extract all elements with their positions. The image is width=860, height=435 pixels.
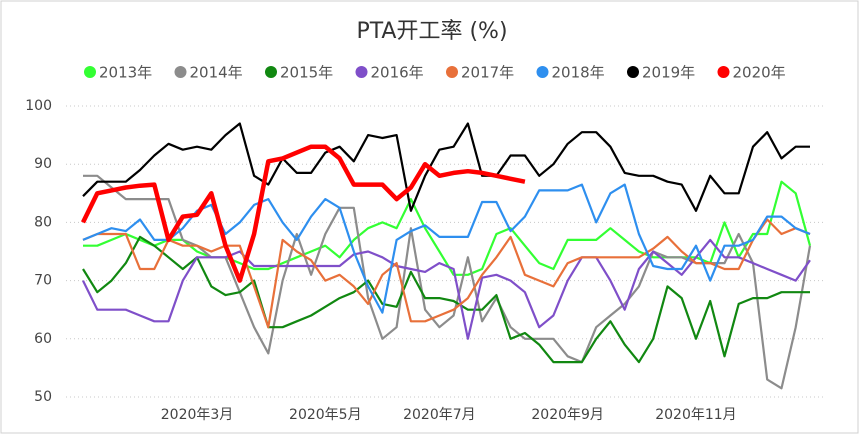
x-tick-label: 2020年3月 (161, 407, 234, 423)
legend-label: 2017年 (461, 64, 514, 82)
legend-label: 2016年 (371, 64, 424, 82)
legend-swatch (174, 66, 187, 78)
series-line (83, 174, 812, 390)
legend-swatch (446, 66, 458, 78)
y-tick-label: 70 (34, 273, 52, 289)
x-tick-label: 2020年9月 (531, 407, 604, 423)
y-tick-label: 90 (34, 156, 52, 172)
legend-label: 2018年 (552, 64, 605, 82)
x-tick-label: 2020年5月 (289, 407, 362, 423)
series-line (82, 238, 811, 340)
legend-swatch (265, 66, 277, 78)
y-tick-label: 100 (25, 98, 52, 114)
legend-swatch (717, 66, 730, 78)
chart-title: PTA开工率 (%) (356, 19, 507, 44)
x-tick-label: 2020年11月 (655, 407, 736, 423)
series-line (80, 144, 526, 283)
y-tick-label: 50 (34, 389, 52, 405)
y-tick-label: 60 (34, 331, 52, 347)
x-tick-label: 2020年7月 (403, 407, 476, 423)
legend-swatch (84, 66, 96, 78)
y-tick-label: 80 (34, 214, 52, 230)
series-line (82, 122, 810, 212)
legend-label: 2019年 (642, 64, 695, 82)
legend-label: 2020年 (733, 64, 786, 82)
legend-label: 2013年 (99, 64, 152, 82)
legend-swatch (536, 66, 549, 78)
legend-swatch (355, 66, 368, 78)
legend-label: 2015年 (280, 64, 333, 82)
legend-swatch (627, 66, 639, 78)
series-line (82, 235, 810, 364)
legend-label: 2014年 (190, 64, 243, 82)
